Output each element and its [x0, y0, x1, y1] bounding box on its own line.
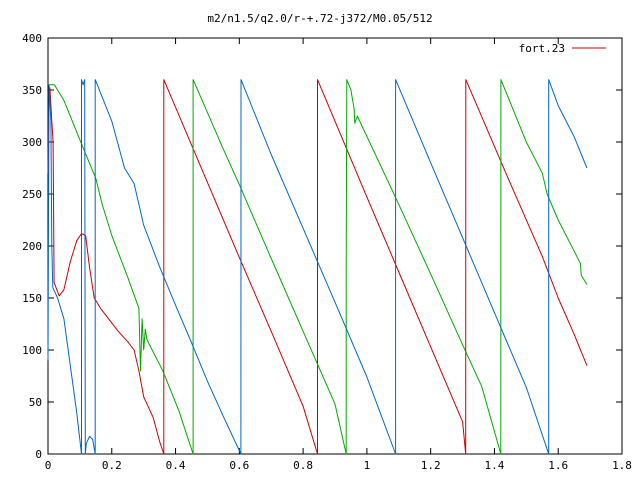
x-tick-label: 0: [45, 459, 52, 472]
x-tick-label: 1.8: [612, 459, 632, 472]
plot-frame: [47, 37, 623, 455]
y-tick-label: 400: [22, 32, 42, 45]
x-tick-label: 1: [364, 459, 371, 472]
x-tick-label: 1.4: [485, 459, 505, 472]
y-tick-label: 300: [22, 136, 42, 149]
x-tick-label: 0.4: [166, 459, 186, 472]
series-line-3: [47, 79, 588, 455]
series-lines: [47, 79, 588, 455]
y-tick-label: 200: [22, 240, 42, 253]
axis-ticks: 0 0.2 0.4 0.6 0.8 1 1.2 1.4 1.6 1.8 0 50 100 150 200 25…: [22, 32, 632, 472]
y-tick-label: 250: [22, 188, 42, 201]
x-tick-label: 1.2: [421, 459, 441, 472]
y-tick-label: 100: [22, 344, 42, 357]
x-tick-label: 0.2: [102, 459, 122, 472]
chart-title: m2/n1.5/q2.0/r-+.72-j372/M0.05/512: [207, 12, 432, 25]
series-line-2: [48, 79, 588, 455]
x-tick-label: 0.8: [293, 459, 313, 472]
legend-label-fort-23: fort.23: [519, 42, 565, 55]
x-tick-label: 1.6: [548, 459, 568, 472]
y-tick-label: 350: [22, 84, 42, 97]
y-tick-label: 150: [22, 292, 42, 305]
series-line-1: [47, 79, 588, 455]
x-tick-label: 0.6: [229, 459, 249, 472]
legend: fort.23: [519, 42, 606, 55]
y-tick-label: 0: [35, 448, 42, 461]
y-tick-label: 50: [29, 396, 42, 409]
